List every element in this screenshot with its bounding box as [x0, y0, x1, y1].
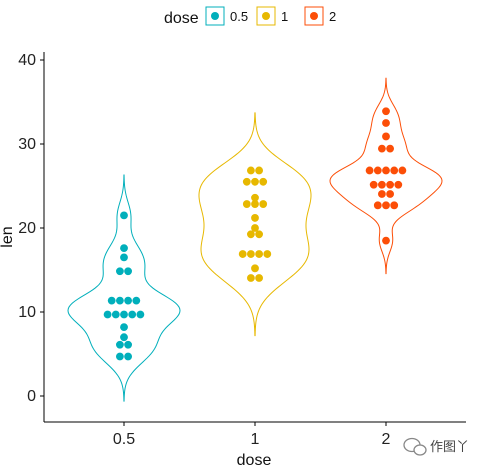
dot-1	[251, 177, 259, 186]
dot-1	[255, 166, 263, 175]
y-tick-label: 0	[27, 388, 36, 405]
legend-dot	[262, 12, 270, 20]
y-tick-label: 40	[18, 52, 36, 69]
legend-title: dose	[164, 10, 199, 27]
x-axis-title: dose	[237, 452, 272, 469]
legend: dose 0.5 1 2	[164, 6, 336, 27]
dot-0.5	[120, 244, 128, 253]
dot-0.5	[136, 310, 145, 319]
violin-0.5	[67, 174, 181, 402]
dot-0.5	[128, 310, 137, 319]
legend-item-0.5: 0.5	[205, 6, 248, 26]
dot-2	[390, 201, 399, 210]
dot-2	[386, 144, 394, 153]
dot-0.5	[120, 323, 128, 332]
dot-2	[390, 166, 399, 175]
legend-dot	[211, 12, 219, 20]
violins	[67, 77, 443, 402]
dot-1	[242, 200, 251, 208]
dot-1	[247, 166, 255, 175]
dot-2	[382, 236, 390, 245]
legend-item-1: 1	[256, 6, 288, 26]
dot-group-1	[238, 166, 272, 282]
dot-1	[255, 250, 263, 258]
dot-0.5	[120, 211, 128, 220]
dot-2	[386, 190, 394, 198]
dot-1	[251, 200, 259, 208]
dot-2	[378, 144, 386, 153]
dot-2	[373, 201, 382, 210]
dot-1	[255, 230, 263, 239]
y-axis-title: len	[0, 226, 16, 247]
dot-0.5	[124, 267, 132, 276]
dot-0.5	[116, 340, 124, 349]
dot-1	[242, 177, 251, 186]
dot-2	[398, 166, 407, 175]
dot-0.5	[116, 296, 124, 305]
dot-2	[382, 107, 390, 116]
legend-item-2: 2	[304, 6, 336, 26]
dot-0.5	[124, 296, 132, 305]
watermark-text: 作图丫	[430, 440, 469, 455]
dot-0.5	[116, 267, 124, 276]
dot-2	[386, 180, 394, 189]
x-tick-label: 0.5	[113, 431, 135, 448]
y-tick-label: 20	[18, 220, 36, 237]
wechat-icon	[403, 437, 427, 456]
dot-1	[259, 200, 268, 208]
dot-0.5	[107, 296, 116, 305]
dot-2	[382, 132, 390, 141]
y-ticks: 0 10 20 30 40	[18, 52, 44, 405]
dot-0.5	[124, 352, 132, 361]
y-tick-label: 10	[18, 304, 36, 321]
dot-0.5	[116, 352, 124, 361]
dot-0.5	[132, 296, 141, 305]
dot-1	[247, 230, 255, 239]
dot-1	[247, 274, 255, 282]
violin-1	[198, 112, 312, 337]
dot-2	[369, 180, 378, 189]
dot-1	[263, 250, 272, 258]
dot-0.5	[120, 310, 128, 319]
dot-2	[382, 119, 390, 127]
dot-1	[255, 274, 263, 282]
dot-1	[238, 250, 247, 258]
dot-1	[251, 264, 259, 273]
legend-label: 0.5	[230, 9, 248, 24]
dot-groups	[103, 107, 407, 361]
dot-1	[251, 224, 259, 232]
violin-2	[329, 77, 443, 275]
x-ticks: 0.5 1 2	[113, 422, 391, 448]
dot-2	[365, 166, 374, 175]
y-tick-label: 30	[18, 136, 36, 153]
legend-label: 2	[329, 9, 336, 24]
x-tick-label: 2	[382, 431, 391, 448]
dot-1	[251, 193, 259, 202]
dot-group-2	[365, 107, 407, 245]
dot-1	[259, 177, 268, 186]
dot-2	[373, 166, 382, 175]
legend-label: 1	[281, 9, 288, 24]
watermark: 作图丫	[403, 437, 469, 456]
dot-0.5	[111, 310, 120, 319]
dot-2	[382, 201, 390, 210]
dot-2	[382, 166, 390, 175]
x-tick-label: 1	[251, 431, 260, 448]
legend-dot	[310, 12, 318, 20]
dot-2	[378, 190, 386, 198]
dot-2	[394, 180, 403, 189]
dot-0.5	[120, 333, 128, 342]
dot-group-0.5	[103, 211, 145, 361]
dot-1	[247, 250, 255, 258]
dot-0.5	[124, 340, 132, 349]
dot-0.5	[103, 310, 112, 319]
dot-0.5	[120, 253, 128, 262]
dot-2	[378, 180, 386, 189]
dot-1	[251, 214, 259, 222]
